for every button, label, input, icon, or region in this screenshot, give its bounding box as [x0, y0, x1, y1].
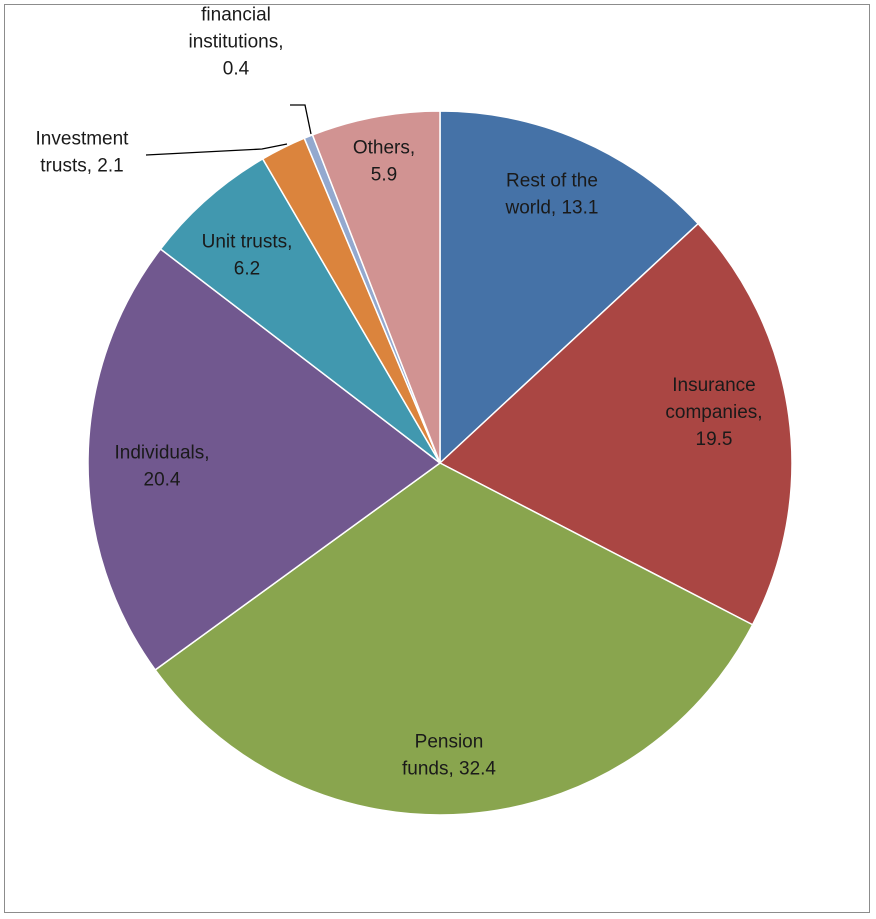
data-label-individuals: Individuals, 20.4 [114, 443, 209, 491]
pie-slice-pension-funds [154, 462, 754, 816]
pie-slice-insurance-companies [438, 222, 793, 626]
data-label-unit-trusts: Unit trusts, 6.2 [202, 232, 293, 280]
pie-slices [87, 110, 793, 816]
data-label-insurance-companies: Insurance companies, 19.5 [665, 375, 762, 450]
data-label-investment-trusts: Investment trusts, 2.1 [36, 129, 130, 177]
data-label-other-financial-institutions: Otherfinancialinstitutions,0.4 [188, 0, 283, 80]
leader-line-investment-trusts [145, 143, 288, 156]
data-labels: Rest of the world, 13.1 Insurance companies… [36, 0, 763, 780]
leader-line-other-financial-institutions [290, 104, 312, 135]
pie-slice-rest-of-the-world [439, 110, 700, 465]
pie-slice-others [311, 110, 441, 464]
data-label-rest-of-the-world: Rest of the world, 13.1 [505, 171, 599, 219]
data-label-pension-funds: Pension funds, 32.4 [402, 732, 496, 780]
pie-slice-unit-trusts [159, 157, 441, 464]
pie-slice-individuals [87, 247, 442, 671]
leader-lines [145, 104, 312, 156]
data-label-others: Others, 5.9 [353, 138, 415, 186]
